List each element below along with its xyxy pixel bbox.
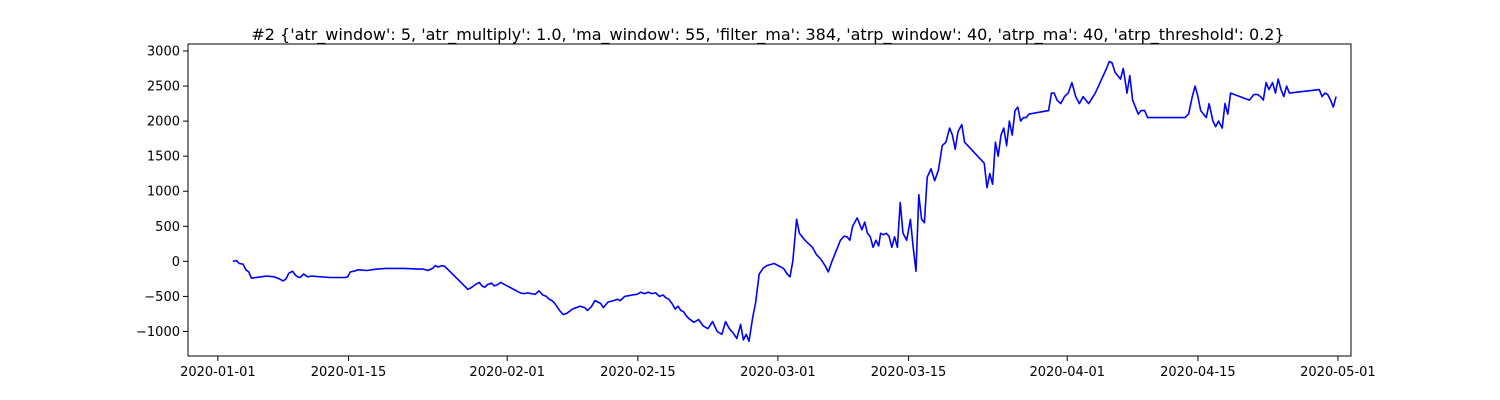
y-tick-label: −1000 — [136, 325, 180, 340]
series-line-equity — [232, 60, 1337, 343]
x-tick-label: 2020-01-01 — [180, 365, 256, 380]
chart-title: #2 {'atr_window': 5, 'atr_multiply': 1.0… — [251, 25, 1284, 45]
x-tick-label: 2020-04-01 — [1029, 365, 1105, 380]
y-tick-label: 2500 — [147, 80, 180, 95]
x-tick-label: 2020-02-15 — [600, 365, 676, 380]
y-tick-label: −500 — [144, 290, 180, 305]
y-tick-label: 3000 — [147, 45, 180, 60]
x-tick-label: 2020-03-15 — [871, 365, 947, 380]
x-axis: 2020-01-01 2020-01-15 2020-02-01 2020-02-15… — [180, 356, 1376, 380]
y-tick-label: 2000 — [147, 115, 180, 130]
x-tick-label: 2020-03-01 — [740, 365, 816, 380]
x-tick-label: 2020-01-15 — [311, 365, 387, 380]
y-tick-label: 0 — [172, 255, 180, 270]
y-axis: −1000 −500 0 500 1000 1500 2000 2500 3000 — [136, 45, 188, 340]
y-tick-label: 500 — [155, 220, 180, 235]
x-tick-label: 2020-05-01 — [1300, 365, 1376, 380]
x-tick-label: 2020-02-01 — [469, 365, 545, 380]
y-tick-label: 1000 — [147, 185, 180, 200]
series-layer — [232, 60, 1337, 343]
plot-area-frame — [187, 43, 1352, 357]
x-tick-label: 2020-04-15 — [1160, 365, 1236, 380]
y-tick-label: 1500 — [147, 150, 180, 165]
